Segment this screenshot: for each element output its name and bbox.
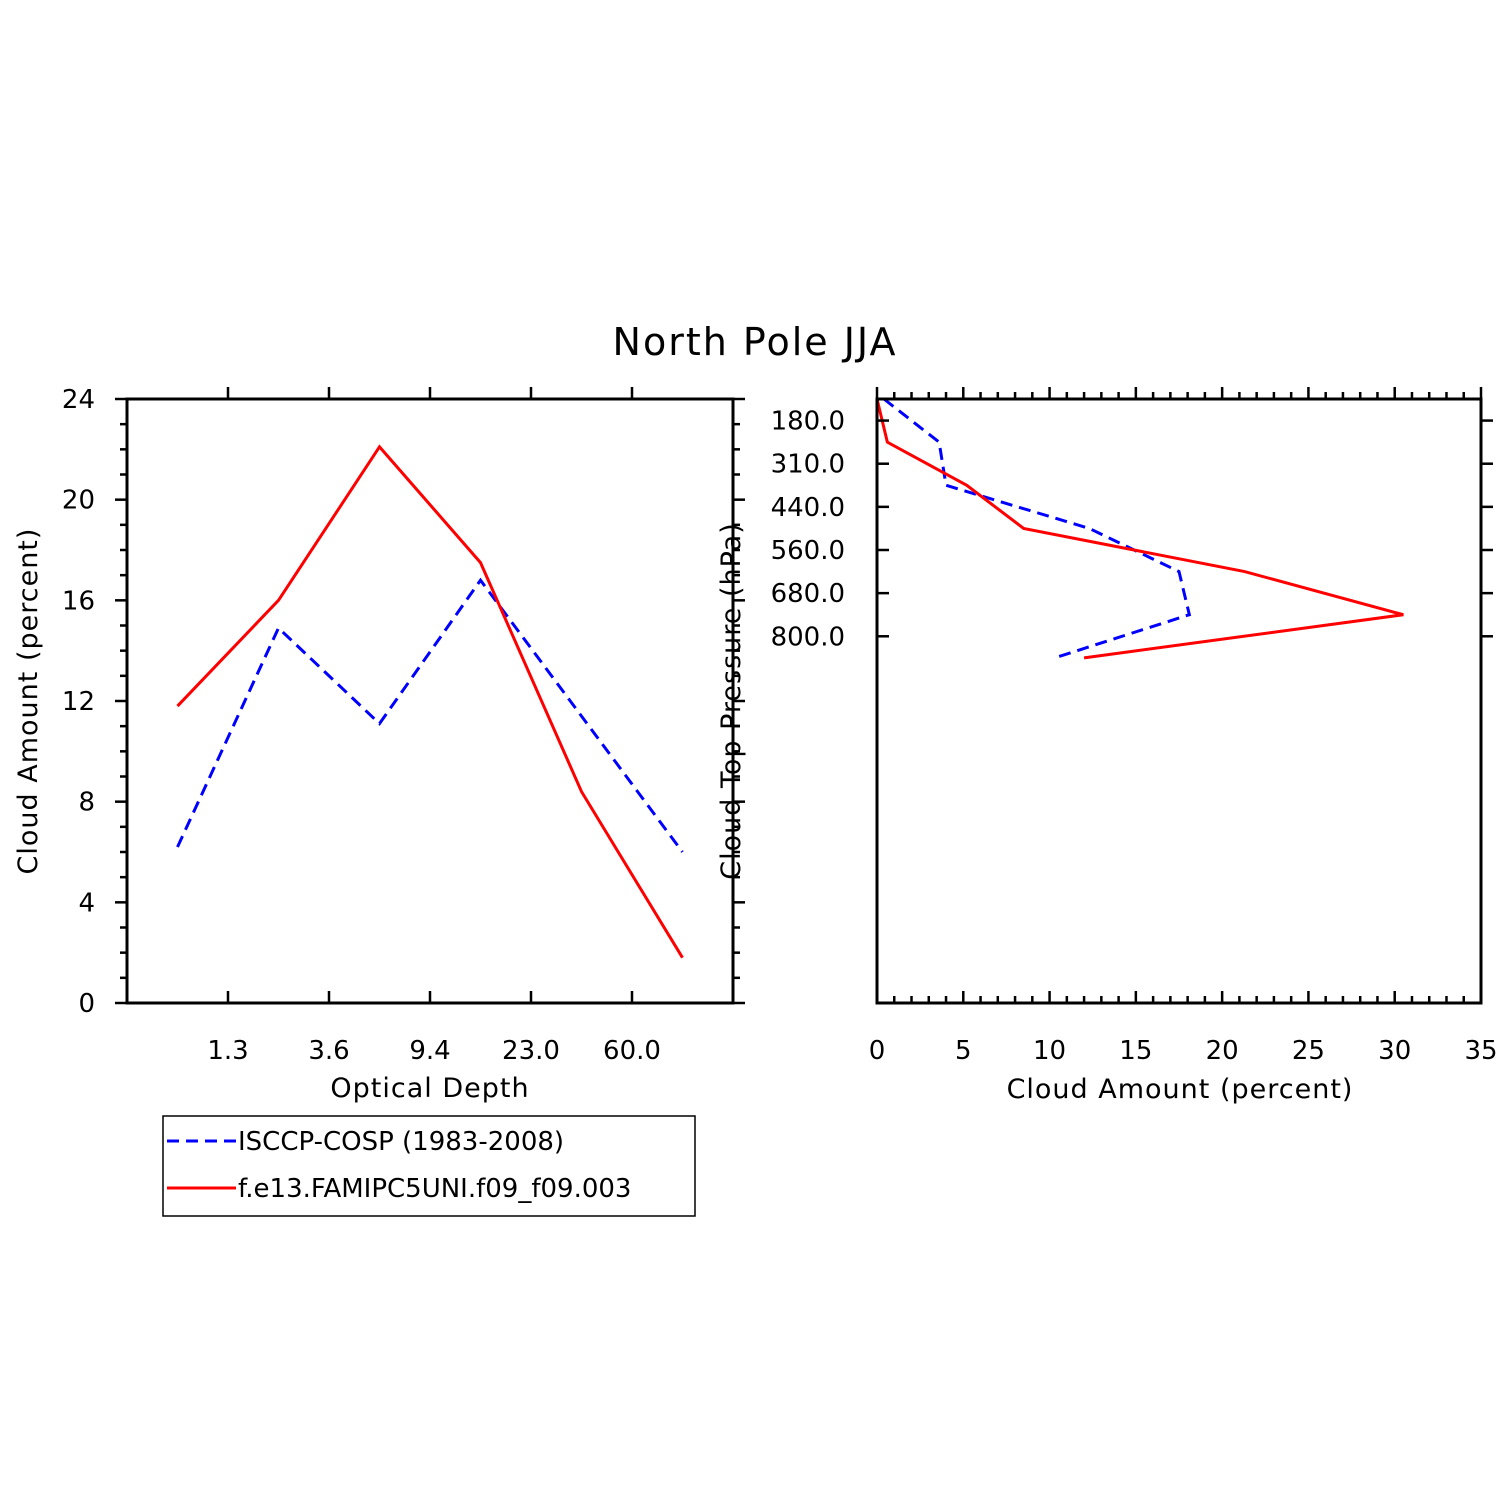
right-y-tick-label: 180.0: [771, 407, 845, 437]
left-y-tick-label: 24: [62, 385, 95, 415]
legend-box: [162, 1115, 696, 1217]
right-plot-frame: [875, 397, 1483, 1005]
right-y-tick-label: 800.0: [771, 622, 845, 652]
left-y-tick-label: 0: [78, 989, 95, 1019]
figure-title: North Pole JJA: [613, 320, 898, 364]
right-series-model-line: [875, 398, 1404, 660]
left-x-tick-label: 3.6: [308, 1036, 349, 1066]
left-series-model-line: [176, 444, 684, 959]
left-plot-frame: [125, 397, 735, 1005]
right-y-axis-label: Cloud Top Pressure (hPa): [716, 522, 747, 880]
left-y-tick-label: 16: [62, 586, 95, 616]
left-panel: 1.3 3.6 9.4 23.0 60.0 0 4 8 12 16 20 24 Optical Dep…: [13, 385, 745, 1104]
left-y-tick-label: 20: [62, 486, 95, 516]
left-x-tick-label: 23.0: [502, 1036, 560, 1066]
left-x-tick-label: 1.3: [207, 1036, 248, 1066]
right-y-tick-label: 680.0: [771, 579, 845, 609]
left-series-group: [176, 444, 684, 959]
right-x-tick-label: 0: [869, 1036, 886, 1066]
right-x-axis-label: Cloud Amount (percent): [1007, 1074, 1354, 1105]
right-panel: 0 5 10 15 20 25 30 35 180.0 310.0 440.0 560.0 680.0 8…: [716, 387, 1498, 1105]
legend-label-model: f.e13.FAMIPC5UNI.f09_f09.003: [238, 1174, 631, 1204]
left-x-tick-label: 9.4: [409, 1036, 450, 1066]
legend-label-isccp: ISCCP-COSP (1983-2008): [238, 1127, 564, 1157]
right-x-tick-label: 10: [1033, 1036, 1066, 1066]
right-x-tick-label: 35: [1464, 1036, 1497, 1066]
left-ticks-group: 1.3 3.6 9.4 23.0 60.0 0 4 8 12 16 20 24: [62, 385, 745, 1066]
right-x-tick-label: 20: [1206, 1036, 1239, 1066]
right-y-tick-label: 310.0: [771, 450, 845, 480]
right-series-isccp-line: [882, 397, 1192, 660]
right-y-tick-label: 440.0: [771, 493, 845, 523]
right-x-tick-label: 30: [1378, 1036, 1411, 1066]
right-series-group: [875, 397, 1404, 660]
left-x-tick-label: 60.0: [603, 1036, 661, 1066]
right-x-tick-label: 5: [955, 1036, 972, 1066]
right-ticks-group: 0 5 10 15 20 25 30 35 180.0 310.0 440.0 560.0 680.0 8…: [771, 387, 1498, 1066]
legend: ISCCP-COSP (1983-2008) f.e13.FAMIPC5UNI.…: [162, 1115, 696, 1217]
left-y-tick-label: 4: [78, 888, 95, 918]
left-y-tick-label: 12: [62, 687, 95, 717]
right-x-tick-label: 15: [1119, 1036, 1152, 1066]
right-x-tick-label: 25: [1292, 1036, 1325, 1066]
left-x-axis-label: Optical Depth: [330, 1073, 529, 1104]
left-y-tick-label: 8: [78, 788, 95, 818]
left-series-isccp-line: [176, 577, 684, 853]
left-y-axis-label: Cloud Amount (percent): [13, 528, 44, 875]
right-y-tick-label: 560.0: [771, 536, 845, 566]
